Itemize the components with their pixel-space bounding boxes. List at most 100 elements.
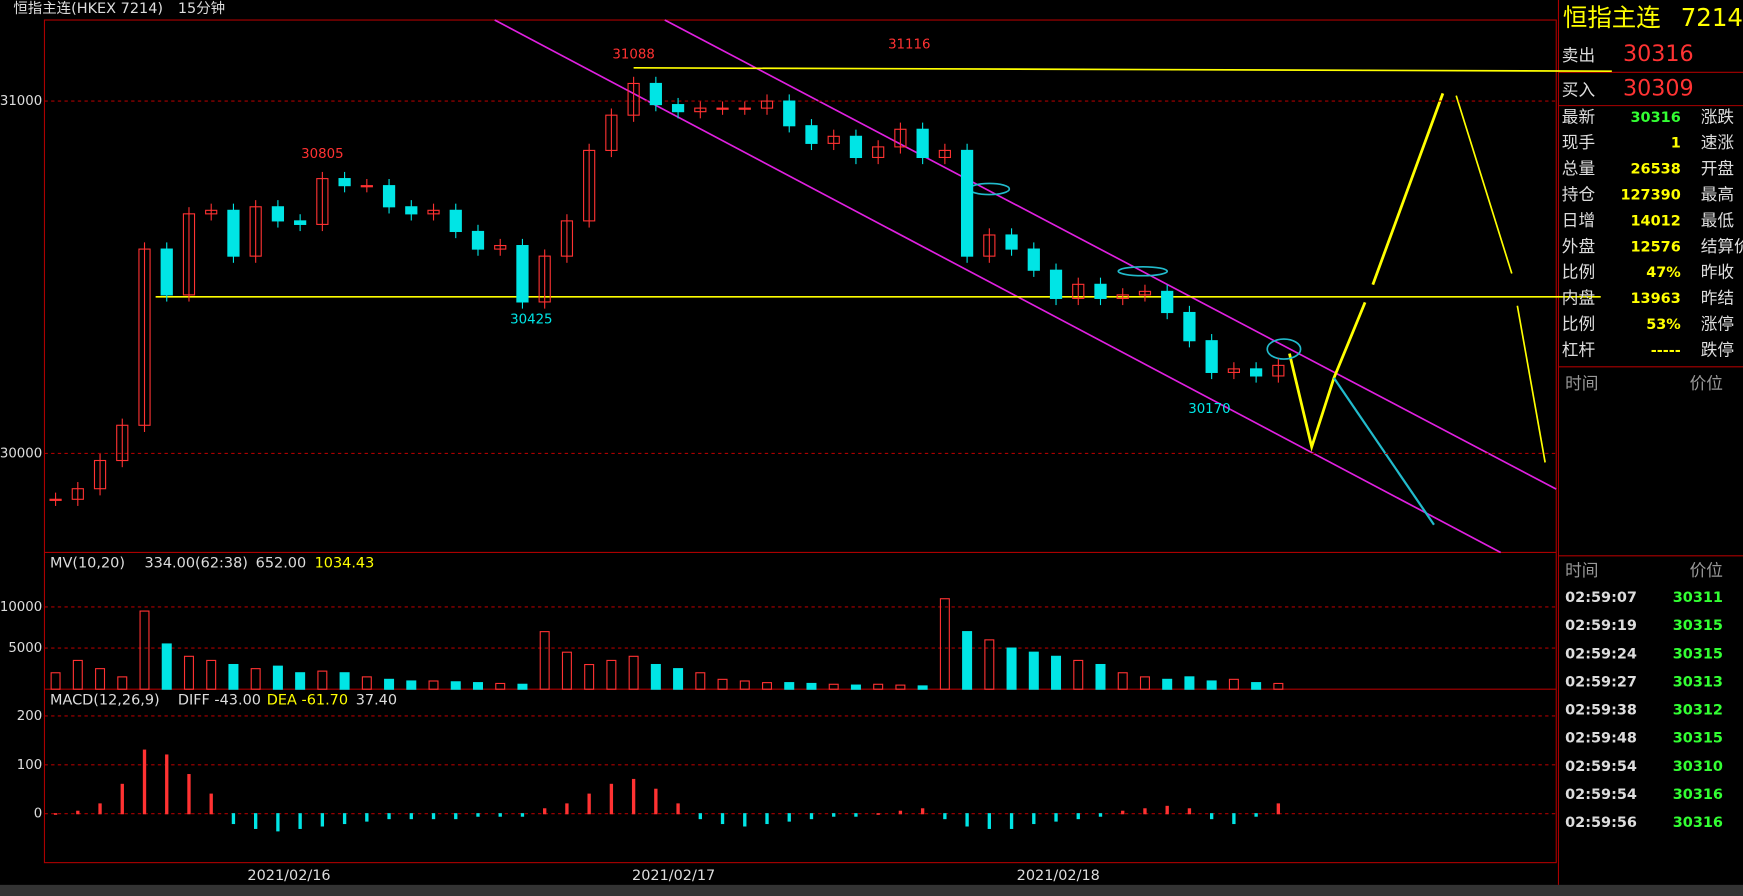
candle-body <box>316 178 329 225</box>
volume-bar <box>584 663 595 690</box>
candle-body <box>427 209 440 215</box>
candle-body <box>560 220 574 257</box>
trade-price: 30311 <box>1673 590 1723 606</box>
candle-body <box>627 82 640 116</box>
candle-body <box>1072 283 1085 299</box>
volume-bar <box>454 813 458 820</box>
volume-bar <box>676 803 680 815</box>
volume-bar <box>850 684 861 690</box>
quote-label: 日增 <box>1562 211 1595 230</box>
volume-bar <box>472 682 483 690</box>
candle-body <box>271 206 285 222</box>
volume-bar <box>720 813 725 825</box>
candle-body <box>516 245 529 303</box>
volume-bar <box>984 639 995 690</box>
trade-time: 02:59:56 <box>1565 815 1637 831</box>
candle-body <box>1094 283 1107 299</box>
price-header: 价位 <box>1690 374 1723 393</box>
volume-bar <box>50 672 61 690</box>
volume-bar <box>1228 678 1239 690</box>
volume-bar <box>784 682 795 690</box>
volume-bar <box>1051 655 1062 690</box>
candle-body <box>71 488 84 500</box>
volume-bar <box>654 788 658 815</box>
candle-body <box>983 234 996 257</box>
candle-body <box>738 107 751 110</box>
volume-bar <box>1117 672 1128 690</box>
volume-bar <box>1028 651 1039 690</box>
quote-value: 13963 <box>1631 291 1681 307</box>
quote-label: 最低 <box>1701 211 1735 230</box>
quote-code: 7214 <box>1681 3 1743 32</box>
sell-price: 30316 <box>1623 41 1694 67</box>
candle-body <box>182 213 196 296</box>
candle-body <box>382 185 396 208</box>
candle-body <box>205 209 218 215</box>
trade-time: 02:59:38 <box>1565 703 1637 719</box>
candle-body <box>694 107 707 113</box>
volume-bar <box>1232 813 1236 825</box>
candle-body <box>1161 290 1174 314</box>
price-annotation: 30425 <box>510 312 552 327</box>
candle-body <box>93 459 107 490</box>
volume-bar <box>762 682 773 690</box>
trade-price: 30315 <box>1673 618 1723 634</box>
volume-bar <box>917 685 928 690</box>
chart-title: 恒指主连(HKEX 7214) <box>13 0 163 17</box>
price-annotation: 30805 <box>301 147 343 162</box>
volume-bar <box>165 754 169 815</box>
volume-bar <box>1206 680 1217 690</box>
volume-bar <box>298 813 302 829</box>
volume-bar <box>254 813 258 829</box>
volume-bar <box>920 808 925 815</box>
volume-bar <box>295 672 306 690</box>
candle-body <box>227 209 240 257</box>
y-tick-label: 31000 <box>0 94 42 109</box>
volume-bar <box>384 678 395 690</box>
volume-bar <box>1187 808 1192 815</box>
volume-bar <box>1006 647 1017 690</box>
time-header: 时间 <box>1565 374 1598 393</box>
candle-body <box>760 100 774 109</box>
volume-bar <box>517 683 528 690</box>
sell-label: 卖出 <box>1562 46 1595 65</box>
volume-bar <box>250 668 261 690</box>
volume-bar <box>832 813 836 817</box>
quote-value: 1 <box>1671 136 1681 152</box>
volume-bar <box>95 668 106 690</box>
y-tick-label: 10000 <box>0 600 42 615</box>
candle-body <box>583 149 596 222</box>
volume-bar <box>962 631 973 690</box>
quote-label: 结算价 <box>1701 237 1743 256</box>
trade-price: 30316 <box>1673 815 1723 831</box>
price-annotation: 31116 <box>888 38 930 53</box>
candle-body <box>471 230 485 250</box>
volume-bar <box>609 783 614 815</box>
volume-bar <box>406 680 417 690</box>
volume-bar <box>1165 805 1169 815</box>
volume-bar <box>276 813 280 832</box>
volume-bar <box>361 676 372 690</box>
volume-bar <box>1076 813 1080 820</box>
price-annotation: 30170 <box>1188 402 1230 417</box>
trade-price: 30313 <box>1673 674 1723 690</box>
volume-bar <box>409 813 413 820</box>
quote-value: 30316 <box>1631 110 1681 126</box>
volume-stat: 334.00(62:38) <box>145 556 248 572</box>
volume-bar <box>1276 803 1281 815</box>
volume-bar <box>139 610 150 690</box>
volume-bar <box>943 813 947 820</box>
volume-bar <box>428 680 439 690</box>
volume-bar <box>1251 682 1262 690</box>
volume-bar <box>854 813 858 817</box>
volume-bar <box>895 684 906 690</box>
volume-bar <box>1009 813 1014 829</box>
y-tick-label: 30000 <box>0 446 42 461</box>
volume-bar <box>695 672 706 690</box>
volume-bar <box>1121 810 1125 815</box>
candle-body <box>1116 294 1129 299</box>
period-selector[interactable]: 15分钟 <box>178 0 225 17</box>
quote-label: 速涨 <box>1701 133 1735 152</box>
volume-bar <box>898 810 903 815</box>
